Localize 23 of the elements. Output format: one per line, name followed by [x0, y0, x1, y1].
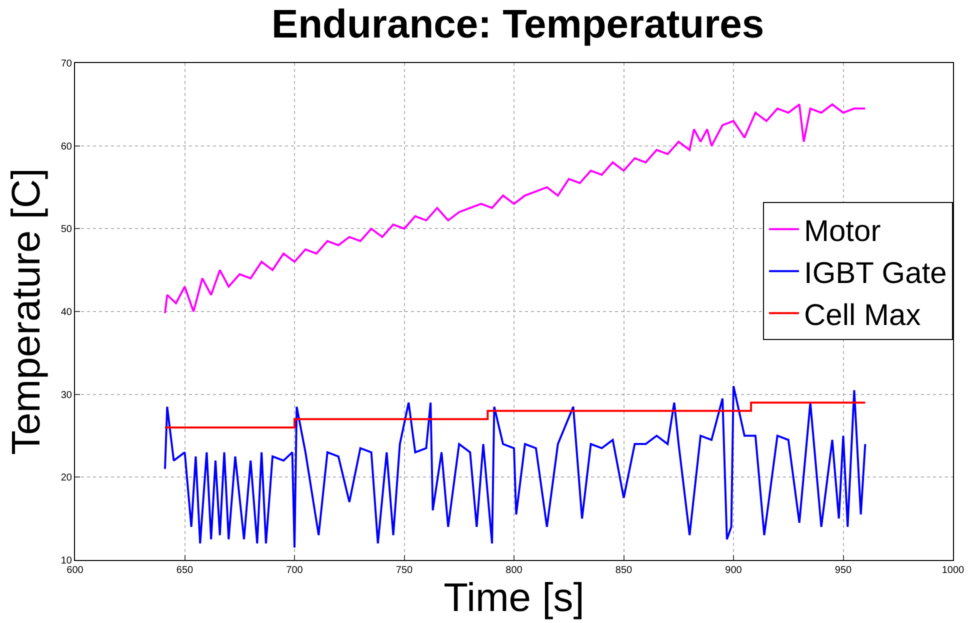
line-series	[164, 385, 866, 549]
y-tick-label: 40	[60, 307, 72, 318]
x-tick-label: 900	[725, 565, 742, 576]
x-tick-label: 600	[66, 565, 84, 576]
legend-label: IGBT Gate	[804, 256, 947, 290]
y-tick-label: 30	[60, 390, 72, 401]
y-tick-label: 20	[60, 472, 72, 484]
legend-label: Cell Max	[804, 298, 921, 332]
x-tick-label: 750	[396, 565, 414, 576]
x-axis-title: Time [s]	[444, 576, 584, 620]
y-tick-label: 60	[60, 141, 72, 152]
x-tick-label: 950	[834, 565, 852, 576]
x-tick-label: 800	[506, 565, 523, 576]
chart-title: Endurance: Temperatures	[271, 2, 764, 46]
x-tick-label: 850	[615, 565, 633, 576]
y-tick-label: 70	[60, 58, 72, 70]
x-tick-label: 700	[286, 565, 304, 576]
x-tick-label: 1000	[942, 565, 965, 576]
y-tick-label: 10	[60, 556, 72, 566]
y-axis-title: Temperature [C]	[4, 168, 48, 455]
y-tick-label: 50	[60, 224, 72, 236]
x-tick-label: 650	[176, 565, 194, 576]
legend-label: Motor	[804, 214, 881, 248]
